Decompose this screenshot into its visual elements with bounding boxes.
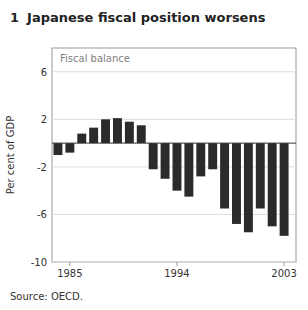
x-tick: [176, 262, 177, 266]
bar: [184, 143, 193, 197]
x-tick-label: 1985: [57, 268, 82, 279]
bar: [268, 143, 277, 226]
y-tick-label: -6: [37, 209, 47, 220]
bar: [244, 143, 253, 232]
source: Source: OECD.: [10, 291, 83, 302]
bar: [256, 143, 265, 208]
grid-line: [52, 262, 296, 263]
grid-line: [52, 71, 296, 72]
bar: [125, 122, 134, 143]
title-number: 1: [10, 10, 19, 25]
y-tick-label: 6: [41, 67, 47, 78]
grid-line: [52, 214, 296, 215]
bar: [208, 143, 217, 169]
title: 1 Japanese fiscal position worsens: [10, 10, 266, 25]
bar: [77, 134, 86, 144]
x-tick-label: 1994: [164, 268, 189, 279]
bars: [53, 118, 288, 236]
bar: [65, 143, 74, 153]
bar: [137, 125, 146, 143]
bar: [113, 118, 122, 143]
bar: [196, 143, 205, 176]
plot-frame: [52, 48, 296, 262]
y-tick-label: 2: [41, 114, 47, 125]
zero-line: [52, 143, 296, 144]
title-text: Japanese fiscal position worsens: [26, 10, 266, 25]
y-tick-label: -2: [37, 162, 47, 173]
y-tick-label: -10: [31, 257, 47, 268]
bar: [149, 143, 158, 169]
bar: [89, 128, 98, 143]
bar: [101, 119, 110, 143]
bar: [232, 143, 241, 224]
annotation: Fiscal balance: [60, 53, 130, 64]
x-tick-label: 2003: [271, 268, 296, 279]
chart: 1 Japanese fiscal position worsens -10 -6 -2…: [0, 0, 308, 310]
bar: [161, 143, 170, 179]
x-tick: [69, 262, 70, 266]
x-tick: [284, 262, 285, 266]
bar: [53, 143, 62, 155]
bar: [173, 143, 182, 191]
bar: [220, 143, 229, 208]
y-label: Per cent of GDP: [5, 116, 16, 195]
grid-line: [52, 119, 296, 120]
bar: [280, 143, 289, 236]
